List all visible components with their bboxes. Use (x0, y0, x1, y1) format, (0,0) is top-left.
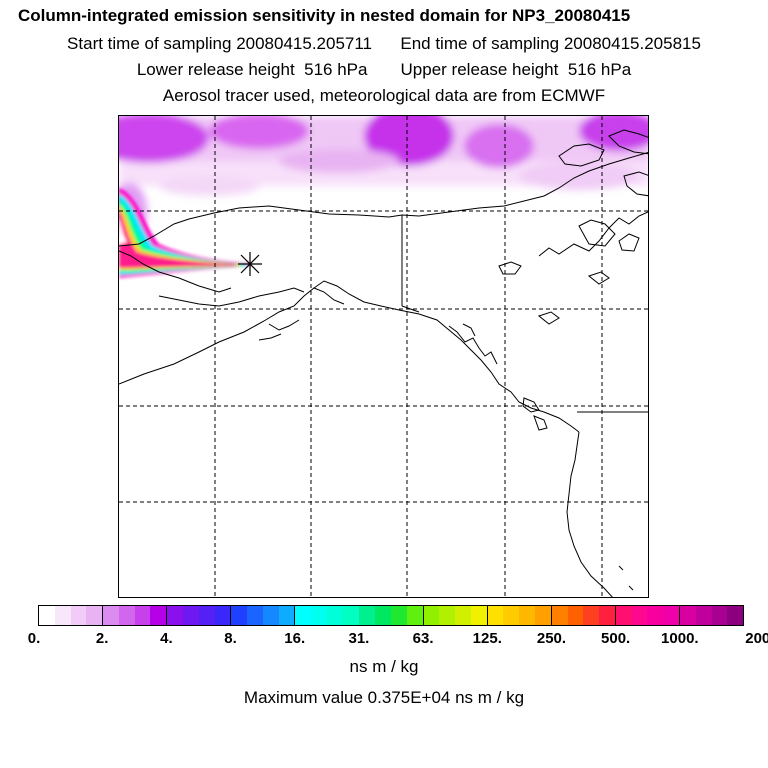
colorbar-tick-label: 1000. (661, 630, 699, 647)
colorbar-tick-label: 2. (95, 630, 109, 647)
map-panel (118, 115, 649, 598)
colorbar-tick-label: 31. (348, 630, 370, 647)
colorbar-bin (551, 606, 616, 625)
coastlines (119, 129, 648, 597)
map-svg (119, 116, 648, 597)
end-label: End time of sampling (400, 34, 560, 53)
colorbar-bin (39, 606, 104, 625)
release-heights: Lower release height 516 hPa Upper relea… (0, 60, 768, 80)
colorbar-tick-label: 16. (284, 630, 306, 647)
end-value: 20080415.205815 (563, 34, 701, 53)
start-label: Start time of sampling (67, 34, 232, 53)
colorbar-bin (167, 606, 232, 625)
colorbar-tick-label: 2000. (745, 630, 768, 647)
tracer-note: Aerosol tracer used, meteorological data… (162, 86, 606, 105)
colorbar-bin (679, 606, 744, 625)
release-point-star (238, 252, 262, 276)
colorbar-tick-label: 4. (160, 630, 173, 647)
colorbar-bin (423, 606, 488, 625)
map-title: Column-integrated emission sensitivity i… (18, 6, 631, 25)
start-value: 20080415.205711 (236, 34, 373, 53)
sampling-times: Start time of sampling 20080415.205711 E… (0, 34, 768, 54)
colorbar-tick-label: 63. (412, 630, 434, 647)
upper-label: Upper release height (400, 60, 559, 79)
colorbar-bin (231, 606, 296, 625)
colorbar-tick-label: 8. (224, 630, 237, 647)
colorbar-bin (103, 606, 168, 625)
sensitivity-field (119, 116, 648, 239)
colorbar-tick-label: 500. (601, 630, 631, 647)
max-value-label: Maximum value 0.375E+04 ns m / kg (243, 688, 525, 707)
colorbar-bin (615, 606, 680, 625)
lower-value: 516 hPa (304, 60, 368, 79)
units-label: ns m / kg (349, 657, 419, 676)
plume (119, 188, 250, 278)
colorbar-tick-label: 0. (27, 630, 41, 647)
colorbar-bin (295, 606, 360, 625)
colorbar-tick-label: 125. (472, 630, 502, 647)
lower-label: Lower release height (136, 60, 295, 79)
colorbar (38, 605, 744, 626)
colorbar-tick-label: 250. (536, 630, 567, 647)
upper-value: 516 hPa (567, 60, 632, 79)
colorbar-bin (359, 606, 424, 625)
colorbar-bin (487, 606, 552, 625)
graticule (119, 116, 648, 597)
